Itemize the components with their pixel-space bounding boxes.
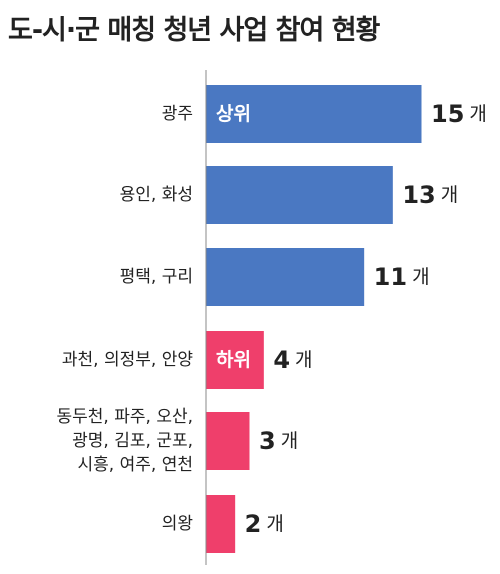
value-unit: 개 <box>295 349 312 371</box>
bar <box>206 495 236 553</box>
category-label: 용인, 화성 <box>120 185 193 205</box>
category-label-line: 광주 <box>162 104 193 124</box>
category-label-line: 평택, 구리 <box>120 267 193 287</box>
value-label: 13 개 <box>402 181 458 209</box>
category-label: 평택, 구리 <box>120 267 193 287</box>
category-label-line: 동두천, 파주, 오산, <box>57 407 194 427</box>
value-label: 15 개 <box>431 100 487 128</box>
value-unit: 개 <box>469 103 486 125</box>
bar <box>206 166 393 224</box>
category-label: 과천, 의정부, 안양 <box>62 350 193 370</box>
bar <box>206 412 250 470</box>
category-label: 광주 <box>162 104 193 124</box>
category-label-line: 광명, 김포, 군포, <box>72 431 193 451</box>
value-number: 13 <box>402 181 435 209</box>
bar <box>206 248 365 306</box>
value-unit: 개 <box>412 266 429 288</box>
value-number: 11 <box>374 263 407 291</box>
value-number: 4 <box>273 346 290 374</box>
value-number: 2 <box>245 510 262 538</box>
category-label: 동두천, 파주, 오산, 광명, 김포, 군포, 시흥, 여주, 연천 <box>57 407 194 475</box>
value-unit: 개 <box>281 430 298 452</box>
bar <box>206 85 422 143</box>
value-unit: 개 <box>441 184 458 206</box>
value-unit: 개 <box>266 513 283 535</box>
value-number: 3 <box>259 427 276 455</box>
category-label-line: 시흥, 여주, 연천 <box>78 455 193 475</box>
value-number: 15 <box>431 100 464 128</box>
group-label: 상위 <box>216 103 251 125</box>
category-label-line: 의왕 <box>162 514 193 534</box>
bars-layer: 광주 15 개용인, 화성 13 개평택, 구리 11 개과천, 의정부, 안양 4 개동두천,… <box>57 85 487 553</box>
value-label: 11 개 <box>374 263 430 291</box>
category-label-line: 용인, 화성 <box>120 185 193 205</box>
chart-title: 도-시·군 매칭 청년 사업 참여 현황 <box>8 15 380 46</box>
category-label-line: 과천, 의정부, 안양 <box>62 350 193 370</box>
group-label: 하위 <box>216 349 251 371</box>
category-label: 의왕 <box>162 514 193 534</box>
bar <box>206 331 264 389</box>
